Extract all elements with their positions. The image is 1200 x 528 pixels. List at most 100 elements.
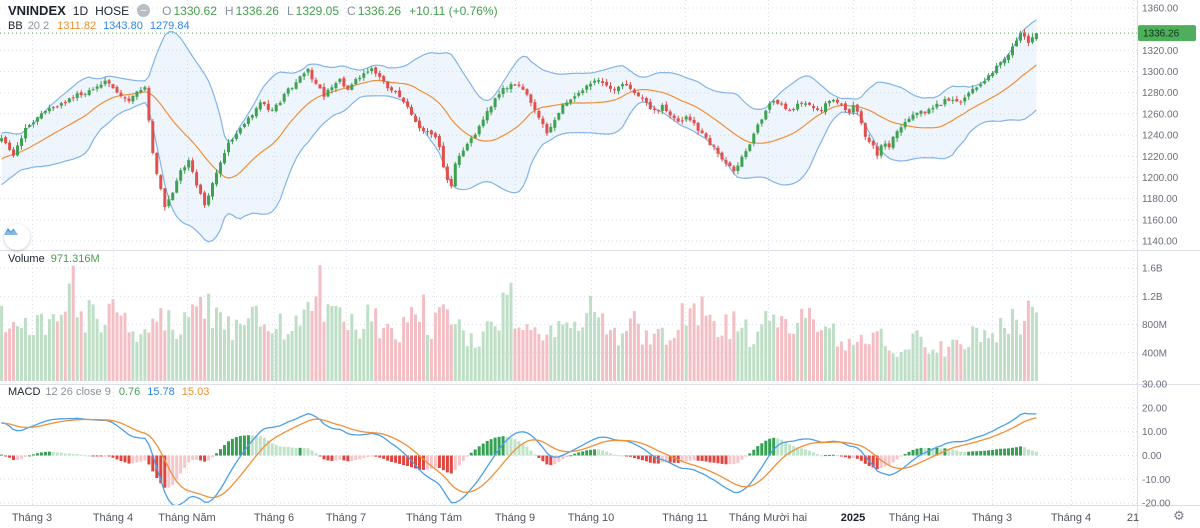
candle-body [541, 118, 545, 124]
exchange-label: HOSE [95, 3, 130, 18]
macd-histogram-bar [35, 453, 39, 456]
candle-body [1015, 40, 1018, 47]
candle-body [784, 103, 788, 109]
candle-body [509, 84, 513, 90]
macd-histogram-bar [827, 454, 831, 456]
macd-histogram-bar [175, 455, 179, 480]
volume-bar [927, 353, 931, 381]
volume-bar [680, 303, 684, 381]
exchange-logo-button[interactable] [4, 224, 30, 250]
volume-bar [270, 333, 274, 381]
volume-bar [370, 321, 374, 381]
macd-axis-label: 20.00 [1142, 403, 1167, 414]
macd-histogram-bar [887, 455, 891, 466]
volume-bar [378, 338, 382, 381]
volume-bar [51, 314, 55, 381]
volume-bar [545, 334, 549, 381]
macd-histogram-bar [855, 455, 859, 459]
macd-histogram-bar [115, 455, 119, 460]
candle-body [250, 115, 254, 118]
macd-histogram-bar [151, 455, 155, 472]
macd-histogram-bar [219, 449, 222, 456]
macd-histogram-bar [59, 452, 63, 456]
candle-body [155, 153, 159, 174]
macd-histogram-bar [107, 455, 111, 457]
candle-body [672, 115, 676, 119]
volume-bar [688, 308, 692, 381]
collapse-symbol-button[interactable]: – [137, 4, 151, 17]
price-axis[interactable] [1137, 0, 1200, 528]
candle-body [143, 87, 147, 90]
candle-body [55, 106, 59, 108]
volume-bar [784, 319, 788, 381]
volume-bar [59, 314, 63, 381]
candle-body [808, 102, 811, 105]
macd-histogram-bar [561, 455, 565, 460]
macd-histogram-bar [812, 452, 815, 456]
bb-legend: BB 20 2 1311.82 1343.80 1279.84 [8, 20, 197, 32]
candle-body [294, 82, 298, 89]
macd-histogram-bar [302, 448, 306, 456]
macd-histogram-bar [338, 455, 342, 460]
macd-axis-label: 0.00 [1142, 451, 1162, 462]
bollinger-upper-line [1, 19, 1037, 143]
candle-body [473, 134, 477, 139]
candle-body [919, 110, 923, 114]
macd-histogram-bar [999, 448, 1003, 456]
volume-bar [330, 306, 334, 381]
ohlc-values: O 1330.62 H 1336.26 L 1329.05 C 1336.26 … [162, 4, 497, 18]
gear-icon: ⚙ [1173, 508, 1185, 523]
macd-histogram-bar [63, 453, 67, 456]
candle-body [16, 145, 19, 156]
axis-settings-button[interactable]: ⚙ [1169, 506, 1189, 526]
macd-histogram-bar [776, 438, 780, 456]
bollinger-band-fill [1, 19, 1037, 242]
candle-body [314, 79, 318, 84]
candle-body [422, 128, 425, 132]
volume-bar [449, 324, 453, 381]
macd-histogram-bar [207, 455, 211, 461]
candle-body [628, 84, 632, 89]
volume-bar [31, 335, 35, 381]
macd-histogram-bar [242, 435, 246, 456]
candle-body [831, 99, 835, 102]
volume-bar [565, 322, 569, 381]
volume-bar [398, 342, 402, 381]
candle-body [115, 87, 119, 93]
macd-histogram-bar [768, 438, 772, 456]
volume-bar [589, 295, 593, 381]
time-axis[interactable] [0, 505, 1200, 528]
volume-bar [294, 315, 298, 381]
volume-bar [501, 292, 505, 381]
candle-body [752, 133, 756, 144]
macd-legend: MACD 12 26 close 9 0.76 15.78 15.03 [8, 386, 216, 398]
price-axis-label: 1240.00 [1142, 131, 1179, 142]
candle-body [975, 87, 979, 90]
macd-histogram-bar [4, 455, 8, 457]
macd-histogram-bar [756, 446, 760, 456]
volume-bar [991, 333, 995, 381]
time-axis-label: Tháng 4 [1051, 512, 1091, 524]
volume-bar [919, 336, 923, 381]
volume-bar [366, 304, 370, 381]
bb-name: BB [8, 20, 23, 32]
candle-body [219, 162, 222, 174]
candle-body [230, 139, 234, 142]
volume-bar [298, 325, 302, 381]
candle-body [302, 73, 306, 77]
candle-body [274, 104, 278, 112]
macd-histogram-bar [720, 455, 724, 464]
macd-histogram-bar [334, 455, 338, 461]
candle-body [111, 84, 115, 89]
candle-body [278, 102, 282, 105]
macd-histogram-bar [250, 435, 254, 456]
macd-histogram-bar [652, 455, 656, 464]
macd-histogram-bar [835, 455, 839, 457]
volume-bar [549, 325, 553, 381]
candle-body [959, 101, 963, 103]
volume-axis-label: 400M [1142, 348, 1167, 359]
candle-body [545, 124, 549, 134]
macd-histogram-bar [927, 448, 931, 456]
